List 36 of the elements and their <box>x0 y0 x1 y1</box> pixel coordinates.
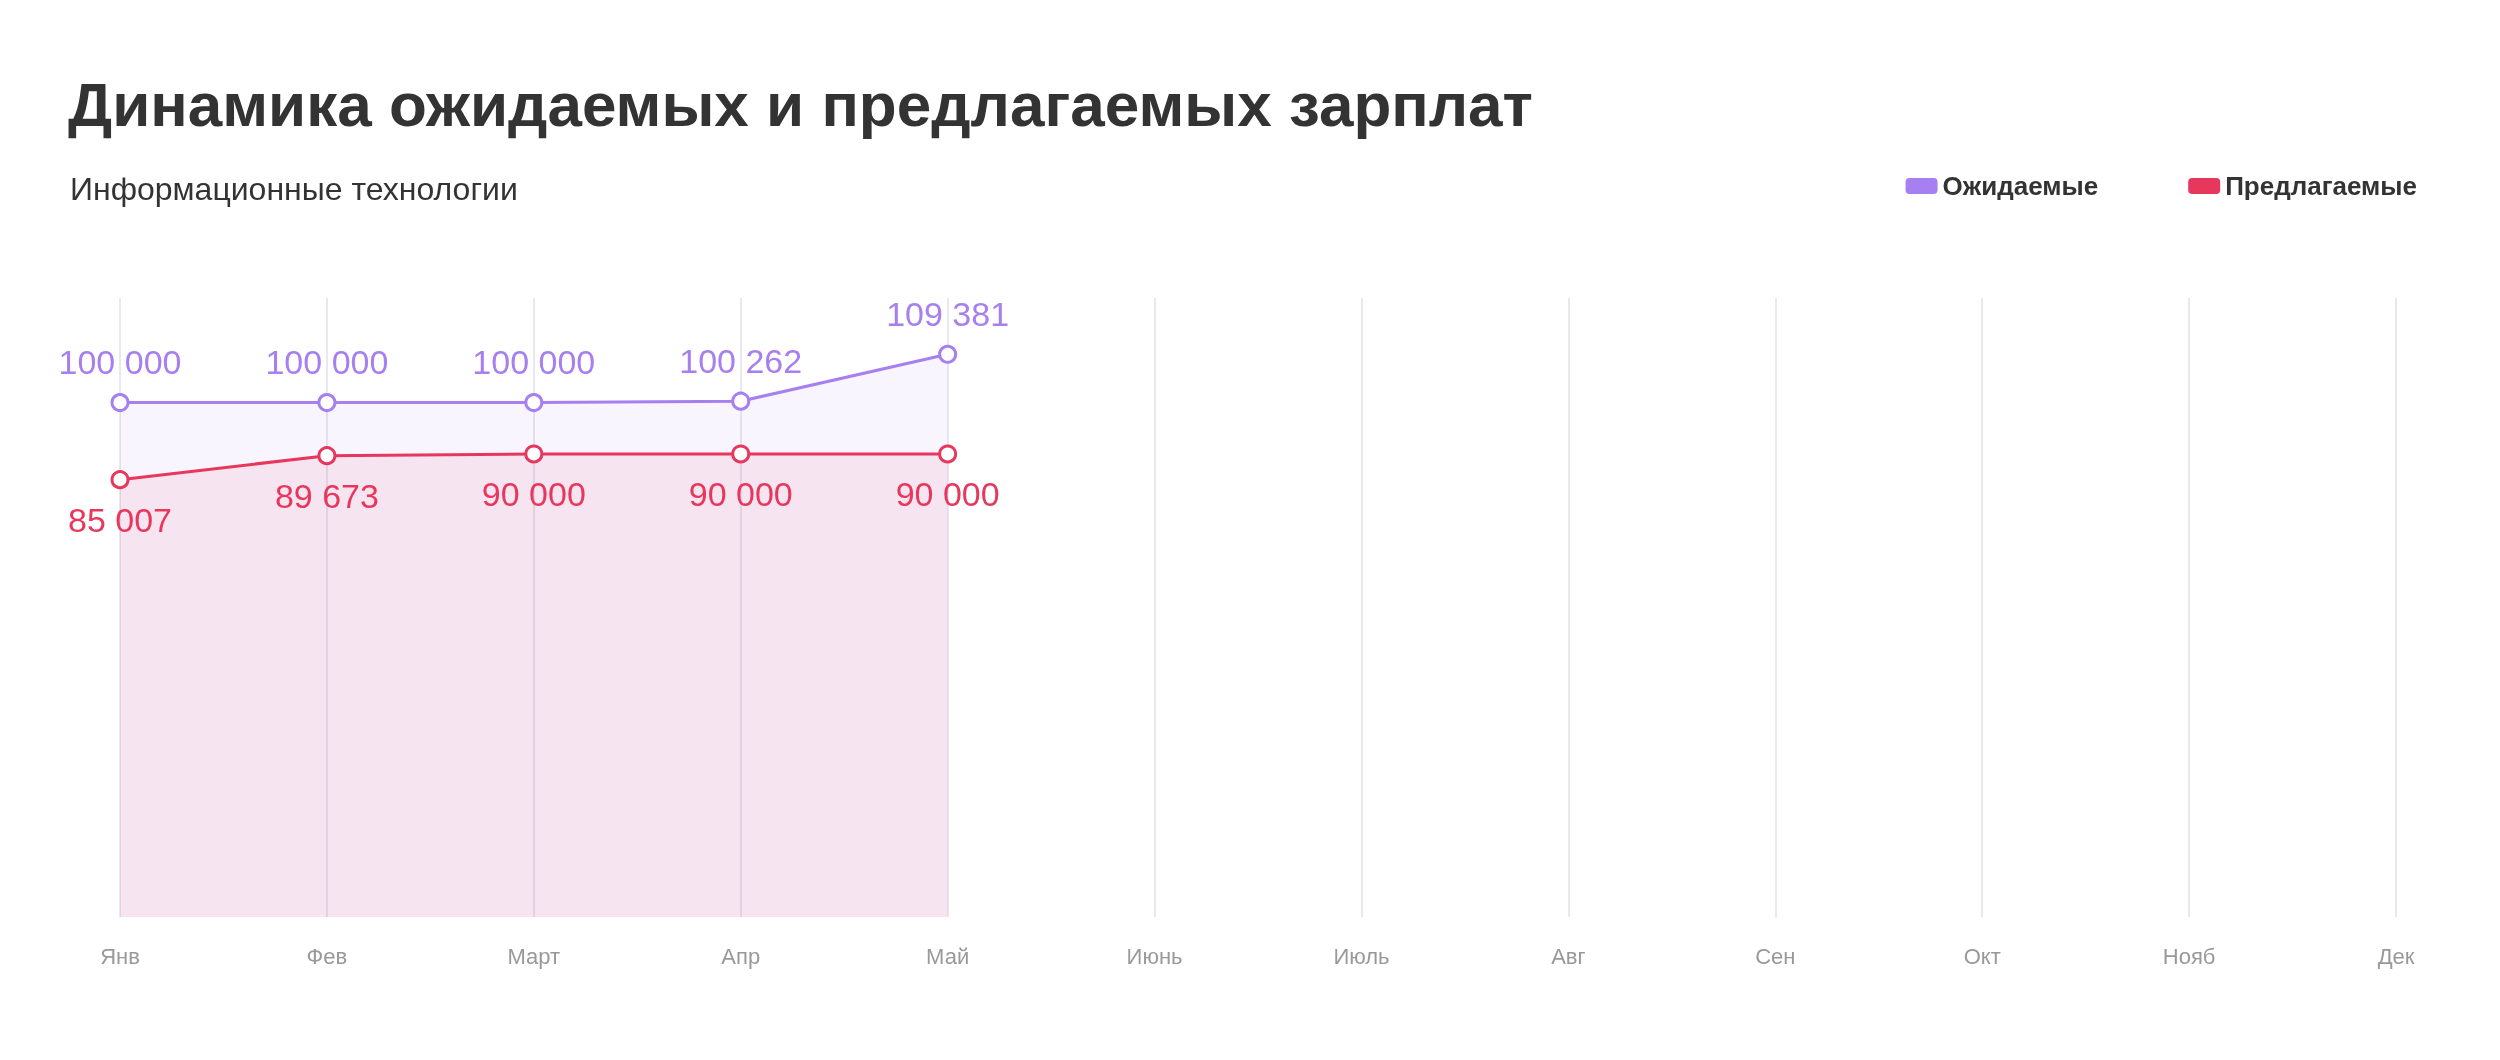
x-tick-label: Окт <box>1963 943 2001 969</box>
data-label: 100 000 <box>265 343 389 382</box>
x-tick-label: Авг <box>1551 943 1586 969</box>
chart-title: Динамика ожидаемых и предлагаемых зарплат <box>68 69 1533 139</box>
point <box>110 470 130 490</box>
x-tick-label: Июль <box>1333 943 1390 969</box>
x-tick-label: Июнь <box>1126 943 1183 969</box>
x-tick-label: Апр <box>721 943 761 969</box>
point <box>317 446 337 466</box>
data-label: 109 381 <box>886 294 1010 333</box>
point <box>938 444 958 464</box>
legend-label: Предлагаемые <box>2225 171 2418 201</box>
data-label: 85 007 <box>68 501 172 540</box>
legend-label: Ожидаемые <box>1942 171 2099 201</box>
point <box>317 393 337 413</box>
x-tick-label: Фев <box>306 943 348 969</box>
point <box>731 444 751 464</box>
x-tick-label: Дек <box>2377 943 2415 969</box>
chart-subtitle: Информационные технологии <box>70 171 518 207</box>
data-label: 90 000 <box>688 475 793 514</box>
point <box>110 393 130 413</box>
data-label: 89 673 <box>274 477 379 516</box>
data-label: 100 000 <box>58 343 182 382</box>
data-label: 100 262 <box>679 341 803 380</box>
x-tick-label: Май <box>926 943 970 969</box>
point <box>731 391 751 411</box>
x-tick-label: Нояб <box>2162 943 2216 969</box>
x-tick-label: Сен <box>1755 943 1796 969</box>
data-label: 90 000 <box>895 475 1000 514</box>
point <box>524 444 544 464</box>
data-label: 90 000 <box>481 475 586 514</box>
point <box>938 344 958 364</box>
x-tick-label: Март <box>507 943 561 969</box>
point <box>524 393 544 413</box>
x-tick-label: Янв <box>100 943 140 969</box>
data-label: 100 000 <box>472 343 596 382</box>
